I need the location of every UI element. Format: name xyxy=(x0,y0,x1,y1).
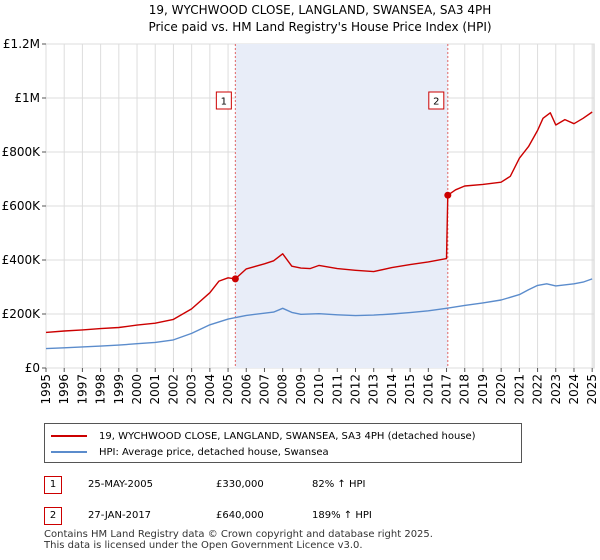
legend-item-property: 19, WYCHWOOD CLOSE, LANGLAND, SWANSEA, S… xyxy=(51,428,476,444)
x-tick-label: 1998 xyxy=(94,374,108,405)
sale-point xyxy=(231,275,239,283)
x-tick-label: 2005 xyxy=(221,374,235,405)
sale-marker-box: 2 xyxy=(428,91,445,110)
x-tick-label: 2015 xyxy=(403,374,417,405)
x-tick-label: 2008 xyxy=(276,374,290,405)
shaded-ownership-period xyxy=(235,44,448,368)
x-tick-label: 2009 xyxy=(294,374,308,405)
sale-number-badge: 2 xyxy=(44,507,62,525)
x-tick-label: 2003 xyxy=(185,374,199,405)
x-tick-label: 2006 xyxy=(239,374,253,405)
x-tick-label: 2002 xyxy=(166,374,180,405)
legend: 19, WYCHWOOD CLOSE, LANGLAND, SWANSEA, S… xyxy=(44,423,522,463)
x-tick-label: 2023 xyxy=(549,374,563,405)
sale-number-badge: 1 xyxy=(44,476,62,494)
y-tick-label: £600K xyxy=(2,199,42,213)
y-tick-label: £1M xyxy=(14,91,40,105)
footer-attribution: Contains HM Land Registry data © Crown c… xyxy=(44,529,433,551)
x-tick-label: 2020 xyxy=(494,374,508,405)
legend-swatch-property xyxy=(51,435,87,437)
x-tick-label: 1999 xyxy=(112,374,126,405)
x-tick-label: 2022 xyxy=(531,374,545,405)
x-tick-label: 2021 xyxy=(512,374,526,405)
sale-point xyxy=(444,191,452,199)
sale-hpi-change: 189% ↑ HPI xyxy=(312,510,372,521)
x-tick-label: 1995 xyxy=(39,374,53,405)
sale-price: £330,000 xyxy=(216,479,264,490)
x-tick-label: 2000 xyxy=(130,374,144,405)
x-tick-label: 2001 xyxy=(148,374,162,405)
x-tick-label: 1996 xyxy=(57,374,71,405)
sale-price: £640,000 xyxy=(216,510,264,521)
x-tick-label: 2011 xyxy=(330,374,344,405)
x-tick-label: 2012 xyxy=(349,374,363,405)
x-tick-label: 1997 xyxy=(75,374,89,405)
price-chart: 19, WYCHWOOD CLOSE, LANGLAND, SWANSEA, S… xyxy=(2,3,600,405)
sale-date: 27-JAN-2017 xyxy=(88,510,152,521)
x-tick-label: 2007 xyxy=(257,374,271,405)
sale-row: 1 25-MAY-2005 £330,000 82% ↑ HPI xyxy=(44,476,444,496)
legend-label-property: 19, WYCHWOOD CLOSE, LANGLAND, SWANSEA, S… xyxy=(99,430,476,442)
chart-subtitle: Price paid vs. HM Land Registry's House … xyxy=(148,20,491,34)
legend-label-hpi: HPI: Average price, detached house, Swan… xyxy=(99,446,329,458)
series-line-property xyxy=(45,111,593,334)
x-tick-label: 2010 xyxy=(312,374,326,405)
x-tick-label: 2024 xyxy=(567,374,581,405)
legend-swatch-hpi xyxy=(51,451,87,453)
x-tick-label: 2025 xyxy=(585,374,599,405)
y-tick-label: £400K xyxy=(2,253,42,267)
legend-item-hpi: HPI: Average price, detached house, Swan… xyxy=(51,444,329,460)
x-tick-label: 2004 xyxy=(203,374,217,405)
footer-line-licence: This data is licensed under the Open Gov… xyxy=(44,540,363,551)
x-tick-label: 2017 xyxy=(440,374,454,405)
y-tick-label: £0 xyxy=(25,361,40,375)
x-tick-label: 2014 xyxy=(385,374,399,405)
chart-title: 19, WYCHWOOD CLOSE, LANGLAND, SWANSEA, S… xyxy=(149,3,491,17)
x-tick-label: 2019 xyxy=(476,374,490,405)
x-tick-label: 2018 xyxy=(458,374,472,405)
y-tick-label: £200K xyxy=(2,307,42,321)
x-tick-label: 2013 xyxy=(367,374,381,405)
sale-marker-box: 1 xyxy=(215,91,232,110)
sale-marker-box-frame xyxy=(215,91,232,110)
sale-row: 2 27-JAN-2017 £640,000 189% ↑ HPI xyxy=(44,507,444,527)
y-tick-label: £800K xyxy=(2,145,42,159)
sale-marker-label: 2 xyxy=(433,97,439,108)
sale-date: 25-MAY-2005 xyxy=(88,479,154,490)
x-tick-label: 2016 xyxy=(421,374,435,405)
footer-line-copyright: Contains HM Land Registry data © Crown c… xyxy=(44,529,433,540)
series-line-hpi xyxy=(45,278,593,350)
sale-hpi-change: 82% ↑ HPI xyxy=(312,479,366,490)
sale-marker-box-frame xyxy=(428,91,445,110)
sale-marker-label: 1 xyxy=(221,97,227,108)
y-tick-label: £1.2M xyxy=(3,37,40,51)
